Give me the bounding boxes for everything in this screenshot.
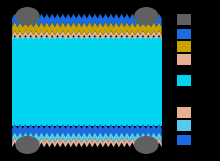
Circle shape — [135, 137, 158, 153]
Polygon shape — [12, 22, 162, 35]
Circle shape — [16, 8, 39, 24]
Polygon shape — [177, 14, 191, 25]
Polygon shape — [177, 29, 191, 39]
Polygon shape — [12, 14, 162, 27]
Circle shape — [16, 137, 39, 153]
Polygon shape — [177, 120, 191, 131]
Polygon shape — [177, 135, 191, 145]
Polygon shape — [177, 42, 191, 52]
Polygon shape — [177, 54, 191, 65]
Polygon shape — [177, 75, 191, 86]
Polygon shape — [177, 108, 191, 118]
Polygon shape — [12, 30, 162, 40]
Polygon shape — [12, 124, 162, 137]
Circle shape — [135, 8, 158, 24]
Polygon shape — [12, 132, 162, 143]
Polygon shape — [12, 37, 162, 126]
Polygon shape — [12, 138, 162, 147]
